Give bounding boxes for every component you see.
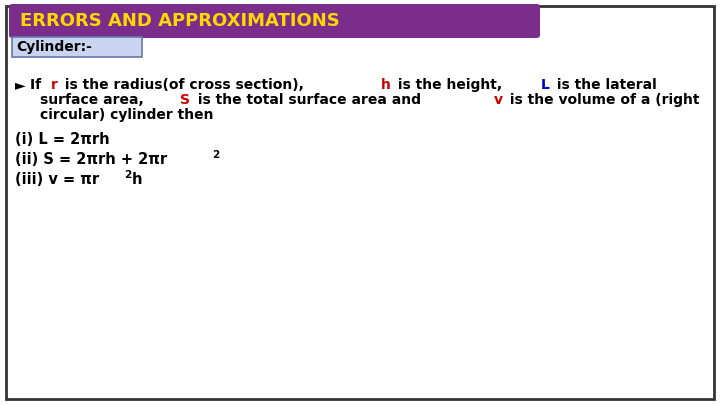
Text: circular) cylinder then: circular) cylinder then — [40, 108, 214, 122]
Text: ►: ► — [15, 78, 26, 92]
Text: is the height,: is the height, — [393, 78, 507, 92]
Text: is the volume of a (right: is the volume of a (right — [505, 93, 700, 107]
Text: S: S — [180, 93, 190, 107]
Text: (ii) S = 2πrh + 2πr: (ii) S = 2πrh + 2πr — [15, 153, 167, 168]
FancyBboxPatch shape — [9, 4, 540, 38]
Text: L: L — [540, 78, 549, 92]
Text: is the total surface area and: is the total surface area and — [193, 93, 426, 107]
Text: r: r — [50, 78, 58, 92]
FancyBboxPatch shape — [12, 37, 142, 57]
Text: (i) L = 2πrh: (i) L = 2πrh — [15, 132, 109, 147]
Text: h: h — [132, 173, 142, 188]
Text: ERRORS AND APPROXIMATIONS: ERRORS AND APPROXIMATIONS — [20, 12, 340, 30]
Text: v: v — [493, 93, 503, 107]
Text: (iii) v = πr: (iii) v = πr — [15, 173, 99, 188]
Text: h: h — [380, 78, 390, 92]
Text: 2: 2 — [212, 150, 220, 160]
FancyBboxPatch shape — [6, 6, 714, 399]
Text: 2: 2 — [125, 170, 132, 180]
Text: If: If — [30, 78, 46, 92]
Text: surface area,: surface area, — [40, 93, 148, 107]
Text: is the radius(of cross section),: is the radius(of cross section), — [60, 78, 308, 92]
Text: Cylinder:-: Cylinder:- — [16, 40, 92, 54]
Text: is the lateral: is the lateral — [552, 78, 657, 92]
